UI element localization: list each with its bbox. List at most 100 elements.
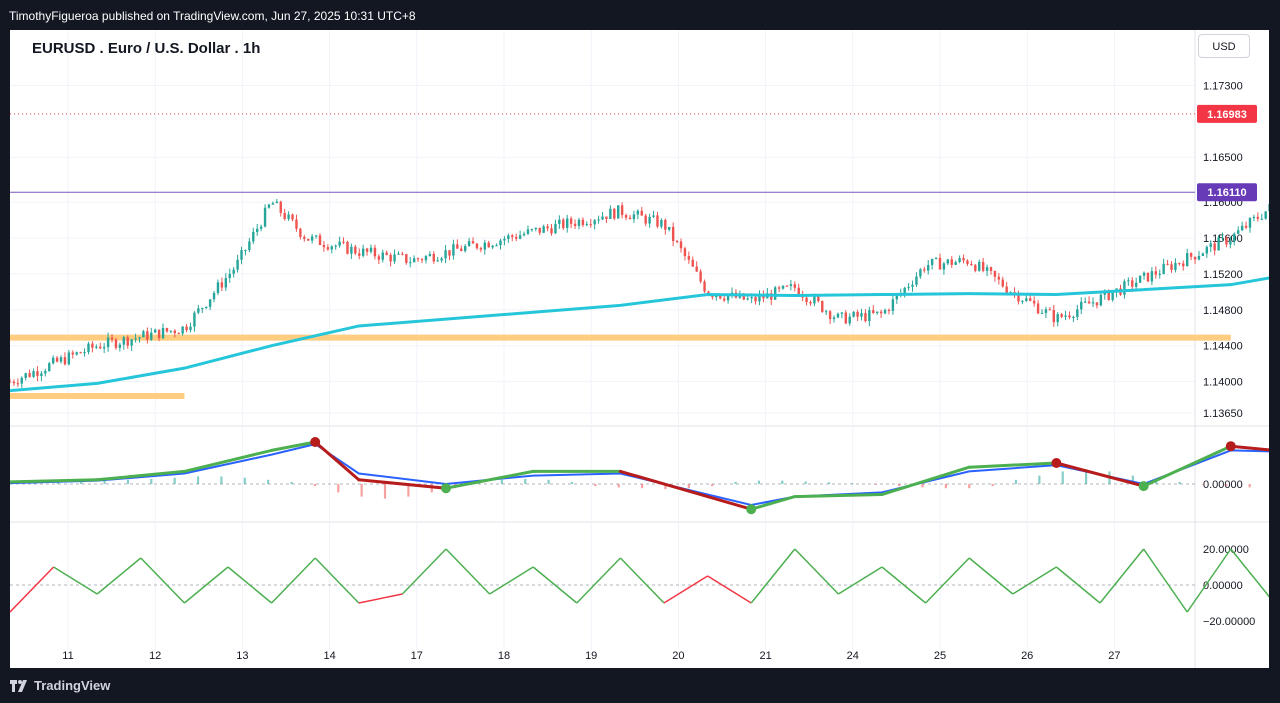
candle-body [746, 298, 749, 300]
candle-body [652, 215, 655, 217]
candle-body [1056, 314, 1059, 323]
candle-body [558, 219, 561, 224]
candle-body [1197, 255, 1201, 260]
candle-body [330, 246, 333, 250]
macd-histogram-bar [944, 484, 947, 489]
oscillator-line [401, 548, 447, 595]
oscillator-line [750, 548, 796, 604]
candle-body [1205, 246, 1209, 254]
candle-body [1107, 290, 1110, 300]
macd-histogram-bar [898, 484, 901, 487]
oscillator-line [838, 566, 883, 595]
osc-tick-label: 0.00000 [1203, 580, 1243, 592]
macd-cross-dot [441, 483, 451, 494]
candle-body [212, 292, 216, 300]
candle-body [640, 210, 643, 216]
candle-body [475, 243, 479, 249]
macd-histogram-bar [103, 479, 106, 484]
macd-histogram-bar [383, 484, 387, 499]
candle-body [1076, 309, 1079, 317]
candle-body [1068, 315, 1071, 318]
time-tick-label: 13 [236, 650, 248, 662]
chart-canvas[interactable]: 1.173001.165001.160001.156001.152001.148… [10, 30, 1269, 668]
candle-body [24, 373, 27, 378]
candle-body [1127, 280, 1130, 282]
time-tick-label: 26 [1021, 650, 1033, 662]
candle-body [978, 261, 981, 271]
candle-body [985, 267, 989, 271]
candle-body [617, 205, 620, 219]
candle-body [577, 219, 581, 226]
candle-body [793, 284, 796, 288]
candle-body [585, 224, 589, 226]
candle-body [224, 278, 228, 288]
candle-body [789, 284, 793, 287]
candle-body [522, 233, 526, 236]
candle-body [668, 226, 671, 230]
candle-body [927, 265, 930, 271]
candle-body [1072, 316, 1075, 318]
candle-body [1158, 273, 1161, 275]
macd-histogram-bar [617, 484, 620, 488]
candle-body [514, 237, 518, 239]
macd-histogram-bar [150, 478, 153, 484]
macd-histogram-bar [173, 477, 176, 484]
candle-body [1060, 314, 1063, 317]
candle-body [134, 338, 137, 340]
candle-body [1252, 216, 1256, 219]
candle-body [479, 248, 483, 250]
price-tick-label: 1.17300 [1203, 80, 1243, 92]
macd-cross-dot [310, 437, 321, 447]
oscillator-line [271, 557, 316, 604]
oscillator-line [96, 557, 142, 595]
macd-histogram-bar [874, 484, 877, 485]
macd-histogram-bar [827, 482, 831, 484]
candle-body [781, 285, 785, 289]
candle-body [1099, 294, 1103, 306]
candle-body [181, 326, 184, 334]
candle-body [1021, 300, 1024, 302]
candle-body [1029, 298, 1032, 301]
candle-body [106, 337, 110, 348]
macd-fast-line [618, 469, 710, 499]
candle-body [970, 263, 973, 266]
time-tick-label: 18 [498, 650, 510, 662]
time-tick-label: 17 [411, 650, 423, 662]
candle-body [456, 244, 459, 249]
candle-body [997, 276, 1001, 280]
candle-body [232, 269, 235, 274]
candle-body [118, 344, 122, 348]
chart-area[interactable]: 1.173001.165001.160001.156001.152001.148… [10, 30, 1269, 668]
oscillator-line [663, 575, 708, 604]
candle-body [832, 317, 836, 320]
symbol-title[interactable]: EURUSD . Euro / U.S. Dollar . 1h [32, 40, 261, 57]
candle-body [958, 258, 961, 262]
candle-body [28, 373, 31, 377]
candle-body [671, 226, 675, 242]
tradingview-logo[interactable]: TradingView [10, 678, 110, 693]
candle-body [130, 339, 133, 346]
candle-body [79, 352, 82, 354]
publish-info: TimothyFigueroa published on TradingView… [9, 9, 416, 23]
macd-fast-line [880, 465, 971, 496]
candle-body [275, 201, 279, 204]
candle-body [397, 253, 400, 255]
oscillator-line [140, 557, 185, 604]
candle-body [267, 204, 271, 208]
candle-body [903, 287, 906, 294]
support-zone [10, 334, 1231, 341]
candle-body [1017, 292, 1020, 302]
level-price-badge: 1.16110 [1207, 187, 1246, 199]
candle-body [283, 212, 286, 219]
candle-body [518, 235, 522, 239]
candle-body [91, 343, 94, 348]
candle-body [1213, 243, 1216, 251]
candle-body [99, 346, 102, 349]
candle-body [1150, 271, 1154, 282]
currency-button[interactable]: USD [1198, 34, 1250, 58]
macd-histogram-bar [734, 481, 737, 484]
candle-body [1111, 292, 1114, 300]
candle-body [208, 299, 212, 307]
candle-body [350, 246, 353, 254]
candle-body [63, 357, 67, 365]
